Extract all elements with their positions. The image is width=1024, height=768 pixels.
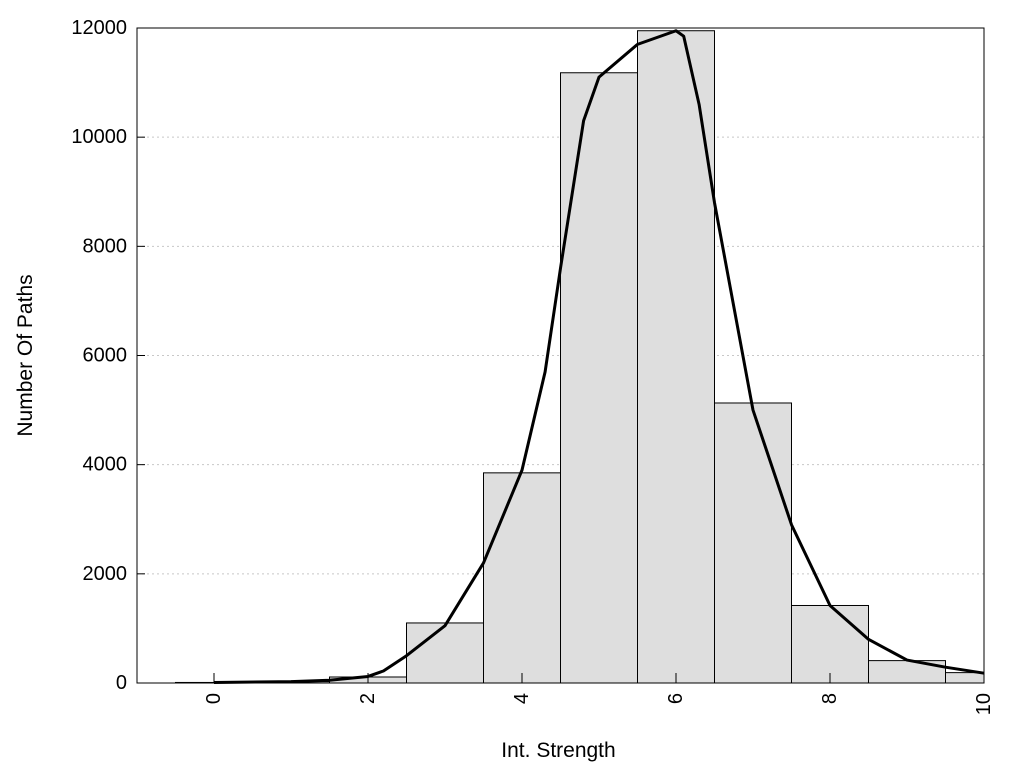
y-tick-label-6000: 6000 bbox=[83, 345, 128, 367]
bar-4 bbox=[483, 472, 561, 684]
bar-3 bbox=[406, 622, 484, 684]
grid-lines bbox=[137, 136, 984, 575]
y-tick-label-10000: 10000 bbox=[71, 126, 127, 148]
x-tick-label-4: 4 bbox=[511, 693, 533, 704]
bar-10 bbox=[945, 672, 985, 684]
bar-5 bbox=[560, 72, 638, 684]
x-axis-ticks: 0 2 4 6 8 10 bbox=[203, 673, 995, 715]
y-axis-ticks: 0 2000 4000 6000 8000 10000 12000 bbox=[71, 17, 145, 694]
x-tick-label-6: 6 bbox=[665, 693, 687, 704]
bar-7 bbox=[714, 402, 792, 684]
bars-group bbox=[175, 30, 985, 684]
y-tick-label-8000: 8000 bbox=[83, 235, 128, 257]
fit-curve-line bbox=[213, 29, 985, 684]
x-tick-label-0: 0 bbox=[203, 693, 225, 704]
x-tick-label-2: 2 bbox=[357, 693, 379, 704]
y-tick-label-4000: 4000 bbox=[83, 454, 128, 476]
y-tick-label-2000: 2000 bbox=[83, 563, 128, 585]
x-tick-label-8: 8 bbox=[819, 693, 841, 704]
y-axis-label: Number Of Paths bbox=[14, 274, 37, 436]
x-tick-label-10: 10 bbox=[973, 693, 995, 715]
fit-curve-group bbox=[213, 29, 985, 684]
bar-8 bbox=[791, 604, 869, 684]
y-tick-label-0: 0 bbox=[116, 672, 127, 694]
y-tick-label-12000: 12000 bbox=[71, 17, 127, 39]
x-axis-label: Int. Strength bbox=[501, 739, 615, 762]
